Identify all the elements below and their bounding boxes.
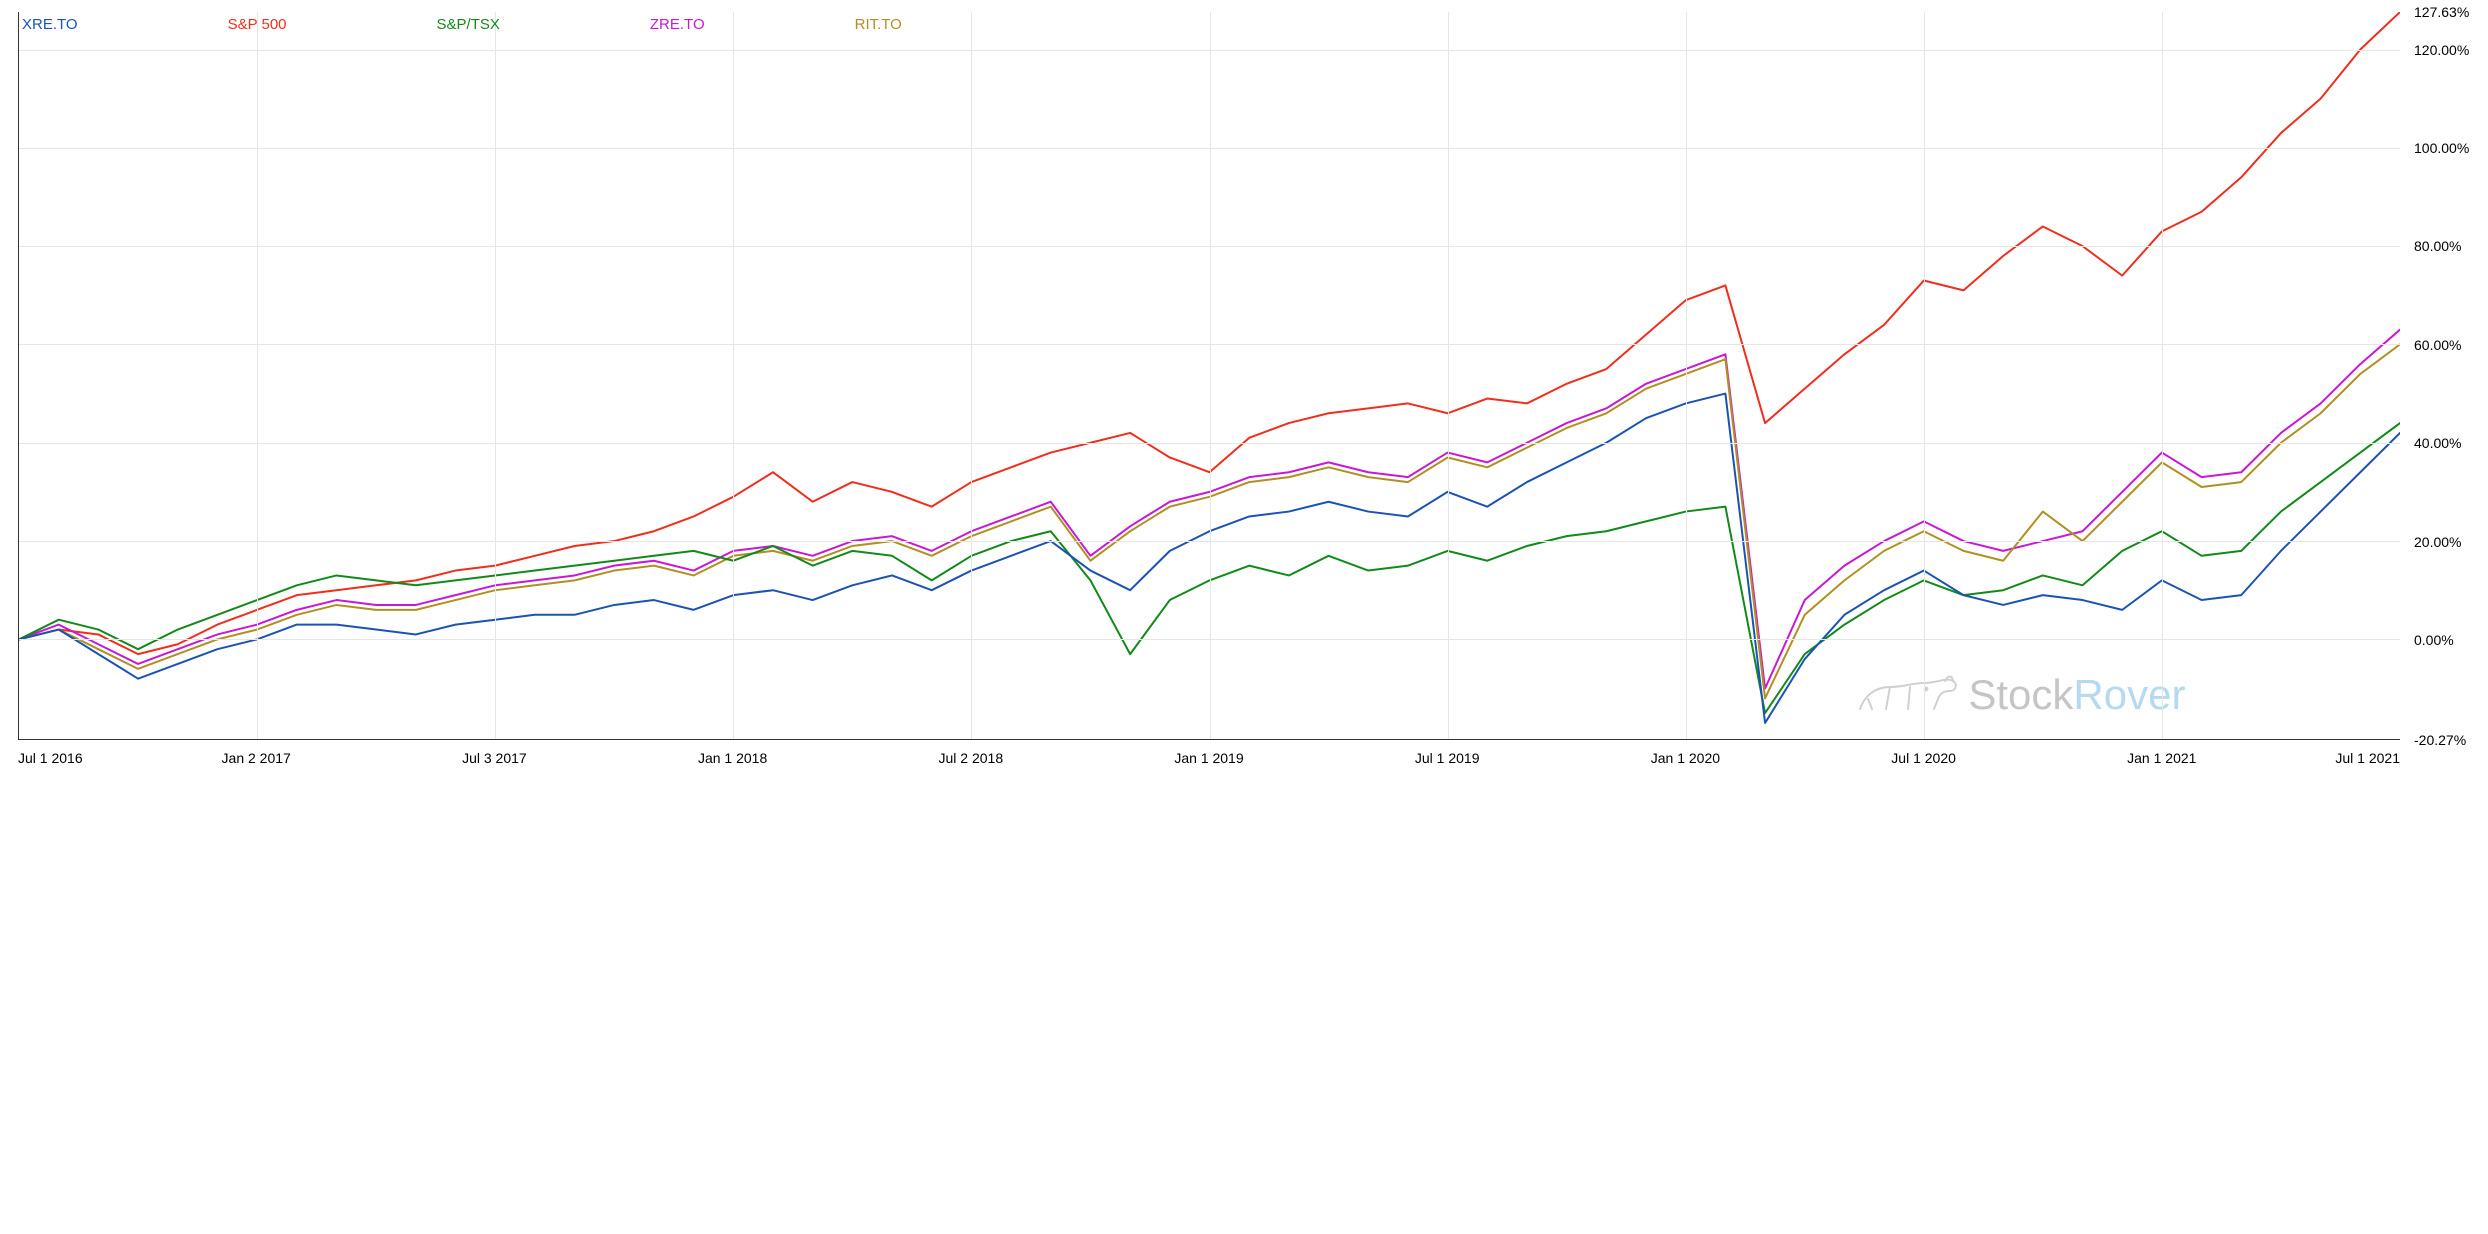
legend: XRE.TOS&P 500S&P/TSXZRE.TORIT.TO bbox=[22, 16, 2390, 33]
y-tick-label: 80.00% bbox=[2408, 238, 2480, 254]
gridline-v bbox=[1210, 12, 1211, 739]
y-tick-label: 60.00% bbox=[2408, 337, 2480, 353]
x-tick-label: Jan 1 2020 bbox=[1651, 750, 1720, 766]
gridline-v bbox=[257, 12, 258, 739]
performance-chart: XRE.TOS&P 500S&P/TSXZRE.TORIT.TO StockRo… bbox=[8, 8, 2480, 768]
x-tick-label: Jan 1 2018 bbox=[698, 750, 767, 766]
gridline-v bbox=[1448, 12, 1449, 739]
x-tick-label: Jan 1 2021 bbox=[2127, 750, 2196, 766]
x-tick-label: Jul 3 2017 bbox=[462, 750, 527, 766]
gridline-v bbox=[1686, 12, 1687, 739]
x-tick-label: Jan 2 2017 bbox=[222, 750, 291, 766]
legend-item[interactable]: ZRE.TO bbox=[650, 16, 855, 33]
y-tick-label: 20.00% bbox=[2408, 534, 2480, 550]
x-tick-label: Jul 1 2016 bbox=[18, 750, 83, 766]
legend-item[interactable]: S&P 500 bbox=[228, 16, 437, 33]
y-tick-label: 120.00% bbox=[2408, 42, 2480, 58]
gridline-v bbox=[1924, 12, 1925, 739]
x-tick-label: Jul 2 2018 bbox=[938, 750, 1003, 766]
y-tick-label: 0.00% bbox=[2408, 632, 2480, 648]
gridline-v bbox=[2162, 12, 2163, 739]
x-tick-label: Jul 1 2020 bbox=[1891, 750, 1956, 766]
gridline-v bbox=[971, 12, 972, 739]
plot-area[interactable]: StockRover bbox=[18, 12, 2400, 740]
x-tick-label: Jul 1 2019 bbox=[1415, 750, 1480, 766]
legend-item[interactable]: XRE.TO bbox=[22, 16, 228, 33]
x-tick-label: Jan 1 2019 bbox=[1174, 750, 1243, 766]
y-tick-label: -20.27% bbox=[2408, 732, 2480, 748]
legend-item[interactable]: S&P/TSX bbox=[437, 16, 650, 33]
y-tick-label: 100.00% bbox=[2408, 140, 2480, 156]
gridline-v bbox=[495, 12, 496, 739]
y-tick-label: 127.63% bbox=[2408, 4, 2480, 20]
x-tick-label: Jul 1 2021 bbox=[2335, 750, 2400, 766]
y-tick-label: 40.00% bbox=[2408, 435, 2480, 451]
gridline-v bbox=[733, 12, 734, 739]
legend-item[interactable]: RIT.TO bbox=[855, 16, 1052, 33]
